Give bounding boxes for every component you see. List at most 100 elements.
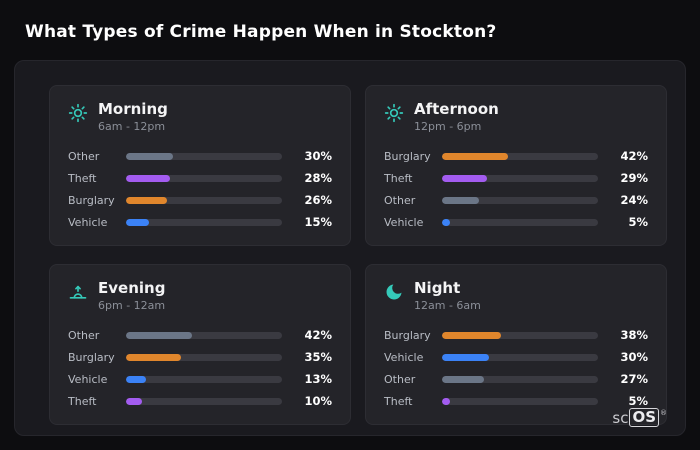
category-label: Theft (68, 394, 97, 408)
bar-fill (442, 353, 489, 361)
value-label: 26% (304, 193, 332, 207)
category-label: Theft (384, 171, 413, 185)
charts-panel: Morning 6am - 12pm Other 30% Theft 28% Bur… (14, 60, 686, 436)
value-label: 42% (304, 328, 332, 342)
bar-track (126, 152, 282, 160)
chart-card-evening: Evening 6pm - 12am Other 42% Burglary 35%… (49, 264, 351, 425)
bar-track (442, 397, 598, 405)
value-label: 24% (620, 193, 648, 207)
bar-fill (126, 353, 181, 361)
card-header-text: Night 12am - 6am (414, 279, 481, 313)
bar-track (126, 218, 282, 226)
bar-row: Other 27% (384, 368, 648, 390)
value-label: 30% (304, 149, 332, 163)
cards-grid: Morning 6am - 12pm Other 30% Theft 28% Bur… (49, 85, 667, 425)
category-label: Other (384, 372, 416, 386)
card-header-text: Morning 6am - 12pm (98, 100, 168, 134)
bar-rows: Other 42% Burglary 35% Vehicle 13% Theft 10… (68, 324, 332, 412)
bar-row: Other 42% (68, 324, 332, 346)
value-label: 5% (628, 215, 648, 229)
category-label: Theft (68, 171, 97, 185)
card-title: Evening (98, 279, 166, 297)
bar-fill (442, 174, 488, 182)
bar-track (442, 218, 598, 226)
bar-rows: Burglary 38% Vehicle 30% Other 27% Theft 5% (384, 324, 648, 412)
card-header: Morning 6am - 12pm (68, 100, 332, 134)
sunset-icon (68, 282, 88, 302)
bar-row: Vehicle 15% (68, 211, 332, 233)
bar-fill (442, 331, 502, 339)
category-label: Burglary (68, 193, 115, 207)
bar-track (126, 375, 282, 383)
chart-card-morning: Morning 6am - 12pm Other 30% Theft 28% Bur… (49, 85, 351, 246)
bar-fill (442, 196, 480, 204)
bar-row: Theft 29% (384, 167, 648, 189)
moon-icon (384, 282, 404, 302)
scos-logo: sc OS ® (612, 408, 667, 427)
bar-row: Theft 10% (68, 390, 332, 412)
category-label: Burglary (384, 328, 431, 342)
value-label: 35% (304, 350, 332, 364)
bar-row: Theft 5% (384, 390, 648, 412)
bar-track (442, 353, 598, 361)
bar-rows: Other 30% Theft 28% Burglary 26% Vehicle 15… (68, 145, 332, 233)
sun-icon (68, 103, 88, 123)
card-title: Afternoon (414, 100, 499, 118)
card-header: Afternoon 12pm - 6pm (384, 100, 648, 134)
bar-track (126, 174, 282, 182)
category-label: Vehicle (384, 215, 424, 229)
bar-fill (126, 218, 150, 226)
card-subtitle: 12pm - 6pm (414, 120, 482, 133)
value-label: 13% (304, 372, 332, 386)
category-label: Vehicle (384, 350, 424, 364)
bar-fill (126, 375, 147, 383)
category-label: Theft (384, 394, 413, 408)
value-label: 5% (628, 394, 648, 408)
card-title: Night (414, 279, 461, 297)
card-subtitle: 6am - 12pm (98, 120, 166, 133)
value-label: 29% (620, 171, 648, 185)
bar-row: Burglary 35% (68, 346, 332, 368)
card-header: Evening 6pm - 12am (68, 279, 332, 313)
category-label: Burglary (68, 350, 115, 364)
page-title: What Types of Crime Happen When in Stock… (25, 22, 497, 42)
category-label: Vehicle (68, 215, 108, 229)
bar-row: Other 24% (384, 189, 648, 211)
bar-rows: Burglary 42% Theft 29% Other 24% Vehicle 5% (384, 145, 648, 233)
bar-row: Burglary 26% (68, 189, 332, 211)
card-subtitle: 12am - 6am (414, 299, 481, 312)
bar-track (442, 196, 598, 204)
category-label: Other (68, 328, 100, 342)
logo-text-sc: sc (612, 408, 629, 427)
bar-row: Burglary 38% (384, 324, 648, 346)
value-label: 42% (620, 149, 648, 163)
value-label: 15% (304, 215, 332, 229)
bar-fill (126, 397, 142, 405)
bar-fill (442, 397, 450, 405)
card-header: Night 12am - 6am (384, 279, 648, 313)
bar-row: Theft 28% (68, 167, 332, 189)
bar-row: Other 30% (68, 145, 332, 167)
bar-row: Vehicle 5% (384, 211, 648, 233)
bar-track (442, 331, 598, 339)
bar-fill (126, 174, 170, 182)
bar-fill (442, 375, 485, 383)
value-label: 28% (304, 171, 332, 185)
sun-icon (384, 103, 404, 123)
bar-track (442, 375, 598, 383)
card-title: Morning (98, 100, 168, 118)
bar-fill (126, 331, 192, 339)
category-label: Burglary (384, 149, 431, 163)
bar-track (442, 152, 598, 160)
bar-row: Vehicle 13% (68, 368, 332, 390)
bar-track (126, 196, 282, 204)
bar-row: Vehicle 30% (384, 346, 648, 368)
category-label: Other (68, 149, 100, 163)
bar-row: Burglary 42% (384, 145, 648, 167)
value-label: 27% (620, 372, 648, 386)
logo-os-box: OS (629, 408, 659, 427)
chart-card-night: Night 12am - 6am Burglary 38% Vehicle 30%… (365, 264, 667, 425)
chart-card-afternoon: Afternoon 12pm - 6pm Burglary 42% Theft 2… (365, 85, 667, 246)
value-label: 10% (304, 394, 332, 408)
